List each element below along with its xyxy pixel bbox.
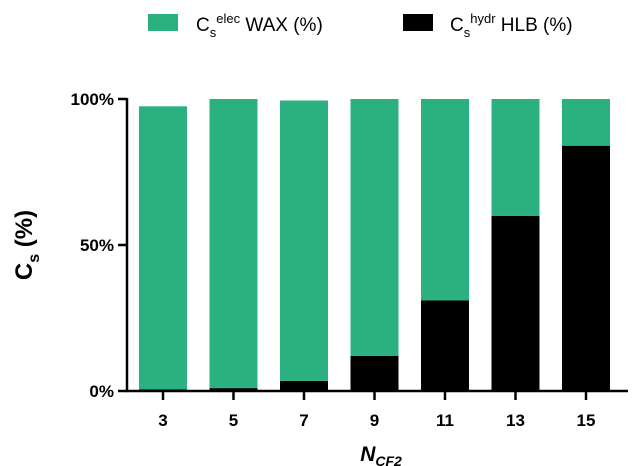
y-tick-label-0: 0% xyxy=(89,382,114,401)
legend-wax-sub: s xyxy=(210,25,217,40)
legend-swatch-wax xyxy=(148,14,178,31)
legend-wax-main: C xyxy=(196,15,210,36)
bar-wax-9 xyxy=(350,99,399,356)
legend: Cselec WAX (%) Cshydr HLB (%) xyxy=(148,11,573,40)
x-tick-label-15: 15 xyxy=(577,411,596,430)
bar-wax-3 xyxy=(139,106,187,390)
x-axis-title-main: N xyxy=(360,443,376,466)
x-axis-title: NCF2 xyxy=(360,443,402,466)
y-ticks: 0% 50% 100% xyxy=(71,90,127,401)
y-axis-title-sub: s xyxy=(26,254,43,263)
legend-wax-rest: WAX (%) xyxy=(240,15,323,36)
y-axis-title-main: C xyxy=(11,263,38,280)
svg-text:Cshydr HLB (%): Cshydr HLB (%) xyxy=(450,11,573,40)
y-axis-title-rest: (%) xyxy=(11,210,38,254)
y-tick-label-50: 50% xyxy=(80,236,114,255)
bar-wax-11 xyxy=(421,99,469,301)
legend-swatch-hlb xyxy=(403,14,433,31)
x-tick-label-3: 3 xyxy=(158,411,167,430)
x-axis-title-sub: CF2 xyxy=(375,453,402,466)
legend-wax-sup: elec xyxy=(216,11,240,26)
legend-hlb-main: C xyxy=(450,15,464,36)
x-tick-label-9: 9 xyxy=(370,411,379,430)
bar-wax-7 xyxy=(280,100,328,381)
bar-wax-15 xyxy=(562,99,610,146)
x-tick-label-13: 13 xyxy=(506,411,525,430)
bar-hlb-13 xyxy=(491,215,540,391)
bar-hlb-7 xyxy=(280,380,328,391)
svg-text:Cselec WAX (%): Cselec WAX (%) xyxy=(196,11,323,40)
bar-hlb-9 xyxy=(350,356,399,391)
x-tick-label-7: 7 xyxy=(299,411,308,430)
legend-item-wax: Cselec WAX (%) xyxy=(148,11,323,40)
x-tick-label-11: 11 xyxy=(436,411,454,430)
legend-hlb-sup: hydr xyxy=(470,11,496,26)
legend-hlb-sub: s xyxy=(464,25,471,40)
x-ticks: 3 5 7 9 11 13 15 xyxy=(158,391,595,430)
bar-hlb-5 xyxy=(209,388,258,391)
y-tick-label-100: 100% xyxy=(71,90,114,109)
legend-item-hlb: Cshydr HLB (%) xyxy=(403,11,573,40)
bar-hlb-15 xyxy=(562,145,610,391)
legend-hlb-rest: HLB (%) xyxy=(496,15,573,36)
x-tick-label-5: 5 xyxy=(229,411,238,430)
bar-wax-5 xyxy=(209,99,258,389)
y-axis-title: Cs (%) xyxy=(11,210,43,280)
bar-wax-13 xyxy=(491,99,540,216)
bars xyxy=(139,99,610,391)
bar-hlb-11 xyxy=(421,300,469,391)
